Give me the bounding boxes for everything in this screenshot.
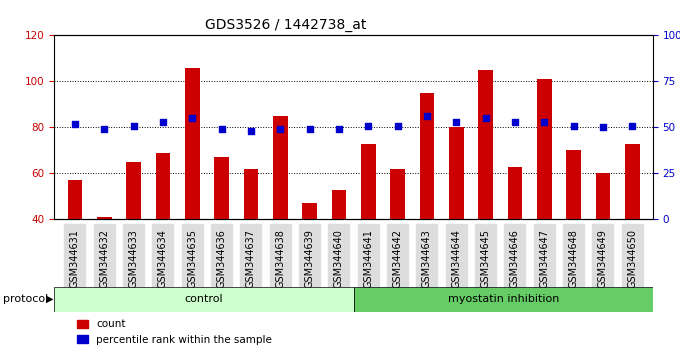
Bar [420, 93, 435, 312]
Bar [478, 70, 493, 312]
Text: control: control [185, 294, 223, 304]
Point [480, 115, 491, 121]
Point [69, 121, 80, 127]
Bar [185, 68, 200, 312]
Bar [243, 169, 258, 312]
Point [158, 119, 169, 125]
Point [568, 123, 579, 129]
Bar [67, 181, 82, 312]
Text: ▶: ▶ [46, 294, 54, 304]
Bar [596, 173, 610, 312]
Point [187, 115, 198, 121]
Bar [97, 217, 112, 312]
Text: myostatin inhibition: myostatin inhibition [447, 294, 559, 304]
Point [275, 126, 286, 132]
Point [245, 128, 256, 134]
Bar [390, 169, 405, 312]
Bar [361, 143, 375, 312]
Bar [537, 79, 551, 312]
Legend: count, percentile rank within the sample: count, percentile rank within the sample [73, 315, 276, 349]
FancyBboxPatch shape [354, 287, 653, 312]
Point [598, 125, 609, 130]
Bar [126, 162, 141, 312]
Bar [303, 203, 317, 312]
Bar [449, 127, 464, 312]
Point [627, 123, 638, 129]
Point [128, 123, 139, 129]
Bar [273, 116, 288, 312]
Point [422, 114, 432, 119]
Point [304, 126, 315, 132]
Text: protocol: protocol [3, 294, 49, 304]
Point [363, 123, 374, 129]
Text: GDS3526 / 1442738_at: GDS3526 / 1442738_at [205, 18, 367, 32]
Bar [625, 143, 640, 312]
Bar [507, 166, 522, 312]
Point [333, 126, 344, 132]
FancyBboxPatch shape [54, 287, 354, 312]
Bar [156, 153, 170, 312]
Bar [214, 157, 229, 312]
Point [539, 119, 549, 125]
Point [99, 126, 109, 132]
Bar [566, 150, 581, 312]
Point [509, 119, 520, 125]
Point [451, 119, 462, 125]
Point [392, 123, 403, 129]
Bar [332, 190, 346, 312]
Point [216, 126, 227, 132]
